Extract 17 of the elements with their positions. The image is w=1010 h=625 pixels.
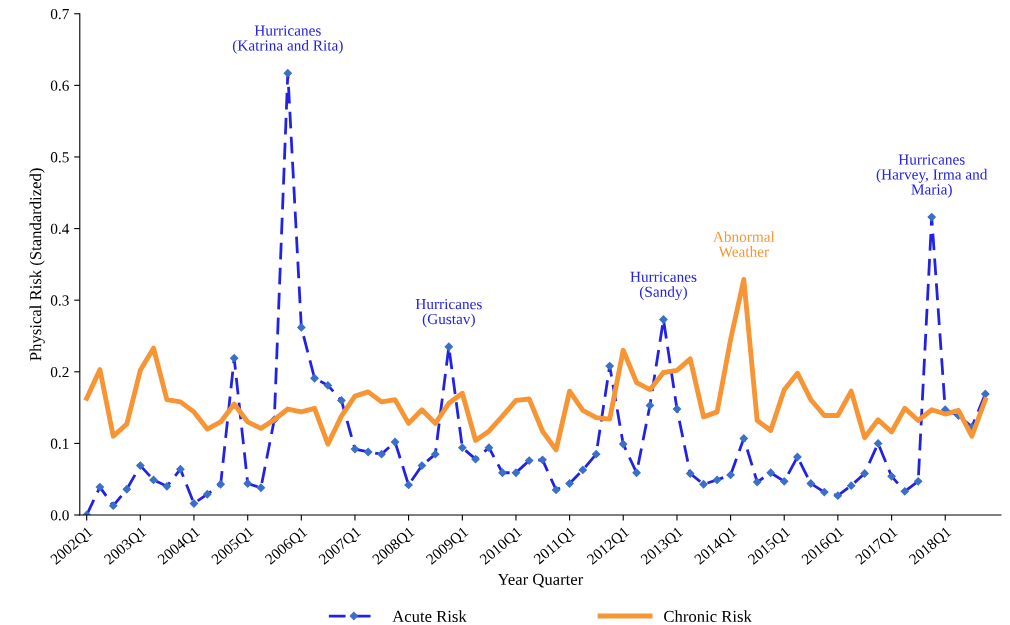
y-tick-label: 0.1 [50, 438, 69, 449]
annotation: Hurricanes (Katrina and Rita) [232, 25, 343, 54]
annotation: Hurricanes (Sandy) [630, 271, 697, 301]
y-tick-label: 0.0 [50, 510, 69, 521]
y-tick-label: 0.6 [50, 80, 69, 91]
annotation: Abnormal Weather [713, 231, 775, 257]
legend-label: Chronic Risk [664, 610, 752, 623]
x-axis-title: Year Quarter [497, 573, 584, 588]
y-axis-title: Physical Risk (Standardized) [29, 168, 45, 361]
annotation: Hurricanes (Gustav) [415, 298, 482, 328]
annotation: Hurricanes (Harvey, Irma and Maria) [876, 154, 988, 198]
y-tick-label: 0.2 [50, 366, 69, 378]
y-tick-label: 0.7 [50, 8, 69, 20]
y-tick-label: 0.4 [50, 223, 70, 235]
legend-label: Acute Risk [392, 610, 467, 623]
y-tick-label: 0.3 [50, 295, 69, 306]
y-tick-label: 0.5 [50, 152, 69, 163]
